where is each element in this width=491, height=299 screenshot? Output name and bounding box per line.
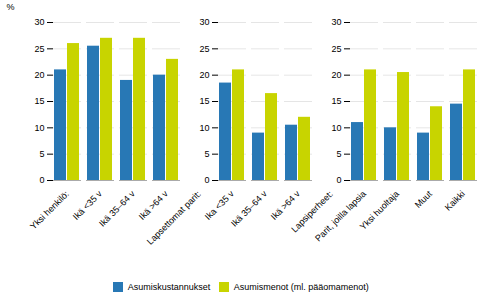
svg-text:0: 0: [39, 175, 44, 185]
svg-text:0: 0: [204, 175, 209, 185]
svg-text:25: 25: [331, 44, 341, 54]
html-text:Asumiskustannukset: Asumiskustannukset: [127, 281, 211, 292]
svg-text:25: 25: [34, 44, 44, 54]
svg-text:5: 5: [204, 149, 209, 159]
svg-text:15: 15: [199, 96, 209, 106]
svg-text:Ikä <35 v: Ikä <35 v: [71, 188, 104, 221]
svg-text:20: 20: [199, 70, 209, 80]
svg-text:30: 30: [199, 17, 209, 27]
svg-text:20: 20: [331, 70, 341, 80]
svg-text:Muut: Muut: [413, 188, 435, 210]
svg-text:30: 30: [331, 17, 341, 27]
svg-text:Yksi huoltaja: Yksi huoltaja: [358, 189, 401, 232]
svg-text:10: 10: [34, 123, 44, 133]
svg-text:20: 20: [34, 70, 44, 80]
svg-text:Kaikki: Kaikki: [443, 189, 467, 213]
svg-text:0: 0: [336, 175, 341, 185]
svg-text:Lapsettomat parit:: Lapsettomat parit:: [145, 189, 203, 247]
svg-text:%: %: [7, 2, 15, 12]
svg-text:Parit, joilla lapsia: Parit, joilla lapsia: [313, 189, 368, 244]
svg-text:Ikä >64 v: Ikä >64 v: [137, 188, 170, 221]
svg-text:Ikä 35–64 v: Ikä 35–64 v: [229, 188, 269, 228]
svg-text:5: 5: [336, 149, 341, 159]
svg-text:Ikä 35–64 v: Ikä 35–64 v: [97, 188, 137, 228]
svg-text:Ikä >64 v: Ikä >64 v: [269, 188, 302, 221]
svg-text:5: 5: [39, 149, 44, 159]
svg-text:15: 15: [331, 96, 341, 106]
html-text:Asumismenot (ml. pääomamenot): Asumismenot (ml. pääomamenot): [233, 281, 369, 292]
svg-text:30: 30: [34, 17, 44, 27]
svg-text:Ika <35 v: Ika <35 v: [203, 188, 236, 221]
svg-text:15: 15: [34, 96, 44, 106]
svg-text:Yksi henkilö:: Yksi henkilö:: [28, 189, 71, 232]
svg-text:10: 10: [331, 123, 341, 133]
svg-text:10: 10: [199, 123, 209, 133]
svg-text:25: 25: [199, 44, 209, 54]
svg-text:Lapsiperheet:: Lapsiperheet:: [289, 188, 335, 235]
